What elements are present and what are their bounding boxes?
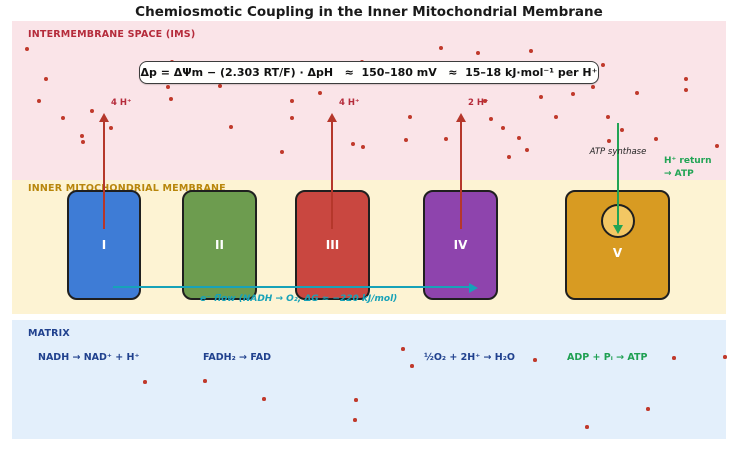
proton-dot	[37, 99, 41, 103]
proton-dot	[290, 116, 294, 120]
complex-v-label: V	[612, 246, 623, 260]
proton-dot	[354, 398, 358, 402]
proton-dot	[229, 125, 233, 129]
proton-dot	[723, 355, 727, 359]
proton-dot	[81, 140, 85, 144]
intermembrane-space-region	[12, 21, 726, 180]
up-arrow-icon	[327, 113, 337, 122]
proton-dot	[501, 126, 505, 130]
proton-count-label: 4 H⁺	[339, 98, 360, 108]
proton-dot	[169, 97, 173, 101]
membrane-label: INNER MITOCHONDRIAL MEMBRANE	[28, 183, 226, 194]
proton-dot	[620, 128, 624, 132]
proton-dot	[439, 46, 443, 50]
proton-dot	[90, 109, 94, 113]
proton-dot	[571, 92, 575, 96]
proton-dot	[444, 137, 448, 141]
proton-motive-force-formula: Δp = ΔΨm − (2.303 RT/F) · ΔpH ≈ 150–180 …	[139, 61, 599, 84]
proton-pump-arrow-complex-iii: 4 H⁺	[326, 98, 382, 238]
proton-dot	[404, 138, 408, 142]
proton-dot	[290, 99, 294, 103]
proton-dot	[80, 134, 84, 138]
proton-dot	[517, 136, 521, 140]
proton-dot	[684, 77, 688, 81]
electron-flow-arrow	[113, 286, 469, 289]
matrix-reaction-nadh: NADH → NAD⁺ + H⁺	[38, 352, 140, 363]
complex-i: I	[67, 190, 141, 300]
proton-dot	[601, 63, 605, 67]
matrix-label: MATRIX	[28, 328, 70, 339]
electron-flow-label: e⁻ flow (NADH → O₂, ΔG ≈ −220 kJ/mol)	[200, 294, 398, 304]
proton-dot	[684, 88, 688, 92]
proton-dot	[483, 99, 487, 103]
proton-dot	[607, 139, 611, 143]
proton-dot	[351, 142, 355, 146]
complex-iii-label: III	[325, 238, 340, 252]
proton-dot	[280, 150, 284, 154]
proton-pump-arrow-complex-iv: 2 H⁺	[455, 98, 511, 238]
proton-dot	[606, 115, 610, 119]
complex-ii-label: II	[215, 238, 224, 252]
ims-label: INTERMEMBRANE SPACE (IMS)	[28, 29, 196, 40]
proton-dot	[61, 116, 65, 120]
proton-return-arrow	[612, 123, 624, 235]
proton-dot	[585, 425, 589, 429]
matrix-reaction-fadh2: FADH₂ → FAD	[203, 352, 271, 363]
right-arrow-icon	[469, 282, 478, 293]
proton-dot	[262, 397, 266, 401]
proton-dot	[533, 358, 537, 362]
proton-dot	[361, 145, 365, 149]
up-arrow-icon	[99, 113, 109, 122]
proton-dot	[166, 85, 170, 89]
proton-dot	[44, 77, 48, 81]
proton-dot	[654, 137, 658, 141]
page-title: Chemiosmotic Coupling in the Inner Mitoc…	[135, 4, 603, 20]
proton-dot	[218, 84, 222, 88]
proton-dot	[401, 347, 405, 351]
proton-dot	[525, 148, 529, 152]
proton-dot	[408, 115, 412, 119]
proton-dot	[203, 379, 207, 383]
proton-dot	[25, 47, 29, 51]
proton-pump-arrow-complex-i: 4 H⁺	[98, 98, 154, 238]
proton-dot	[591, 85, 595, 89]
up-arrow-icon	[456, 113, 466, 122]
complex-ii: II	[182, 190, 257, 300]
proton-dot	[539, 95, 543, 99]
atp-synthase-label: ATP synthase	[589, 147, 647, 157]
matrix-region	[12, 320, 726, 439]
proton-dot	[507, 155, 511, 159]
proton-dot	[646, 407, 650, 411]
proton-dot	[109, 126, 113, 130]
proton-dot	[635, 91, 639, 95]
complex-i-label: I	[101, 238, 107, 252]
proton-dot	[318, 91, 322, 95]
proton-dot	[489, 117, 493, 121]
proton-dot	[143, 380, 147, 384]
proton-dot	[554, 115, 558, 119]
proton-dot	[353, 418, 357, 422]
proton-dot	[529, 49, 533, 53]
matrix-reaction-oxygen: ½O₂ + 2H⁺ → H₂O	[424, 352, 515, 363]
h-return-label: H⁺ return → ATP	[664, 156, 712, 179]
matrix-reaction-atp: ADP + Pᵢ → ATP	[567, 352, 648, 363]
proton-count-label: 2 H⁺	[468, 98, 489, 108]
proton-dot	[672, 356, 676, 360]
proton-dot	[476, 51, 480, 55]
proton-dot	[715, 144, 719, 148]
complex-iv-label: IV	[453, 238, 468, 252]
down-arrow-icon	[613, 225, 623, 234]
proton-dot	[410, 364, 414, 368]
proton-count-label: 4 H⁺	[111, 98, 132, 108]
